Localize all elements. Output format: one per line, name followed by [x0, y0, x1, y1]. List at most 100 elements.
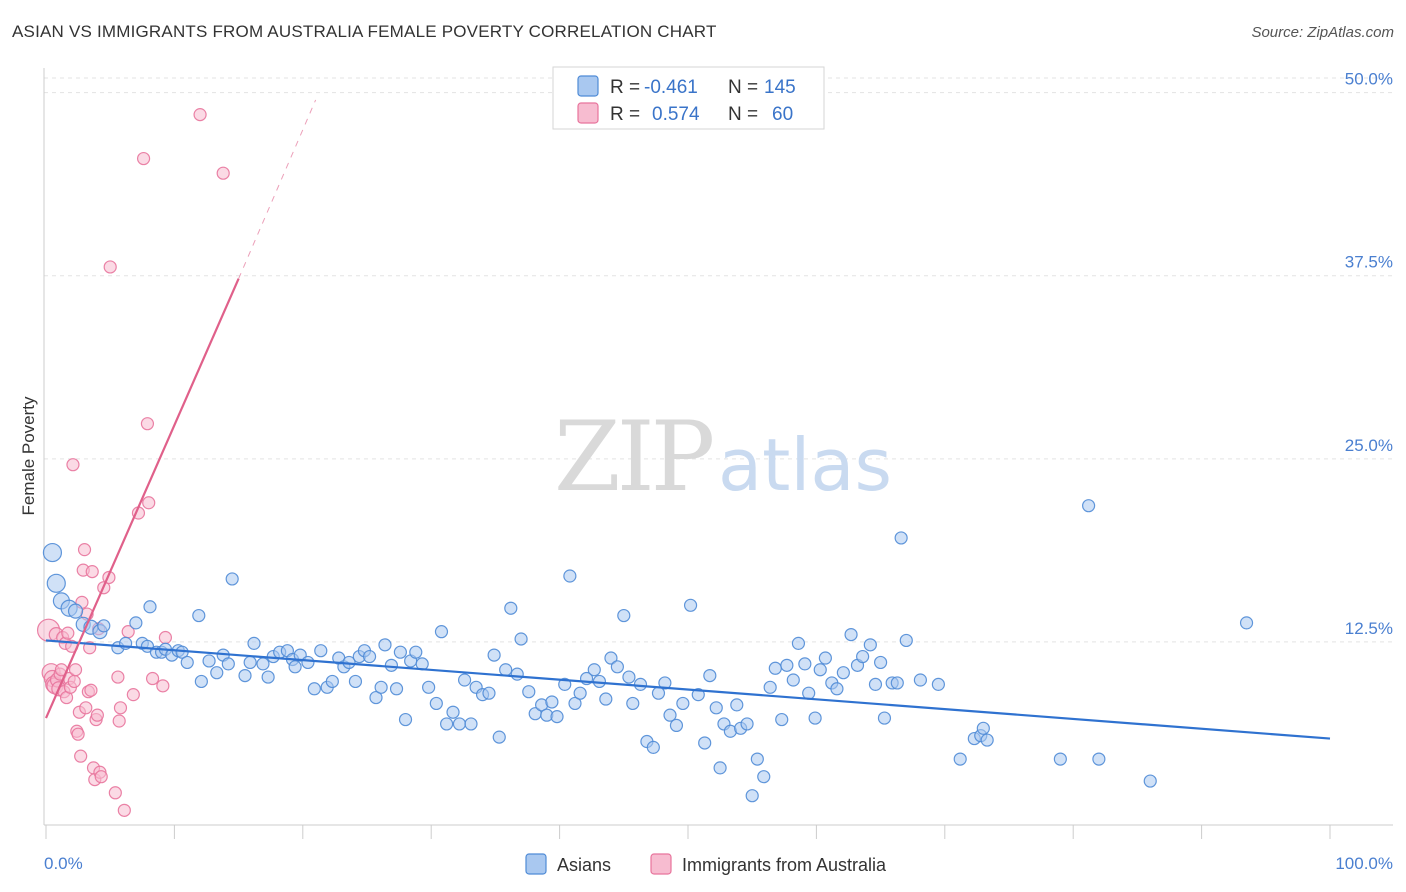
trend-line-australia-extension: [238, 99, 317, 279]
y-axis-title: Female Poverty: [19, 396, 38, 516]
asians-point: [42, 542, 63, 563]
asians-point: [877, 711, 892, 725]
asians-point: [225, 572, 239, 586]
asians-point: [67, 603, 84, 619]
asians-point: [301, 655, 315, 670]
asians-point: [622, 670, 636, 684]
asians-point: [899, 633, 913, 648]
asians-point: [830, 682, 844, 696]
asians-point: [913, 673, 928, 687]
x-tick-label-max: 100.0%: [1335, 854, 1393, 873]
watermark-atlas: atlas: [718, 423, 892, 507]
asians-point: [844, 627, 858, 642]
asians-point: [1143, 774, 1157, 788]
asians-point: [97, 619, 111, 633]
bottom-legend-swatch-asians[interactable]: [525, 853, 547, 875]
asians-point: [868, 677, 883, 691]
asians-point: [750, 752, 764, 766]
asians-point: [314, 644, 328, 658]
bottom-legend-label-australia[interactable]: Immigrants from Australia: [682, 855, 887, 875]
asians-point: [863, 638, 877, 652]
asians-point: [808, 711, 822, 725]
asians-point: [587, 663, 601, 677]
asians-point: [514, 632, 528, 646]
asians-point: [709, 701, 723, 715]
australia-point: [61, 626, 75, 640]
asians-point: [409, 645, 423, 659]
asians-point: [238, 668, 252, 683]
australia-point: [68, 663, 83, 677]
asians-point: [763, 680, 777, 694]
legend-n-value-asians: 145: [764, 77, 796, 98]
australia-point: [140, 417, 155, 431]
legend-r-label-asians: R =: [610, 77, 640, 98]
asians-point: [980, 733, 994, 747]
asians-point: [398, 712, 413, 727]
australia-point: [136, 151, 151, 166]
asians-point: [683, 598, 698, 612]
australia-point: [67, 674, 81, 689]
bottom-legend-label-asians[interactable]: Asians: [557, 855, 611, 875]
asians-point: [563, 569, 577, 583]
asians-point: [348, 674, 363, 689]
asians-point: [740, 717, 754, 731]
asians-point: [604, 651, 618, 665]
asians-point: [180, 655, 194, 670]
legend-r-value-australia: 0.574: [652, 104, 700, 125]
asians-point: [757, 770, 771, 784]
x-tick-label-min: 0.0%: [44, 854, 83, 873]
asians-point: [499, 663, 513, 677]
asians-point: [452, 717, 467, 731]
asians-point: [446, 705, 460, 719]
asians-point: [440, 717, 454, 731]
australia-point: [108, 786, 122, 800]
asians-point: [194, 674, 208, 689]
asians-point: [856, 649, 870, 664]
asians-point: [633, 677, 648, 691]
asians-point: [464, 717, 478, 731]
asians-point: [953, 752, 967, 766]
asians-point: [221, 657, 235, 671]
asians-point: [894, 531, 908, 545]
legend-r-value-asians: -0.461: [644, 77, 698, 98]
asians-point: [261, 670, 275, 684]
watermark-zip: ZIP: [554, 401, 713, 513]
asians-point: [1239, 616, 1254, 630]
asians-point: [389, 682, 404, 696]
asians-point: [422, 680, 436, 694]
australia-point: [113, 701, 128, 715]
asians-point: [818, 651, 832, 665]
australia-point: [117, 803, 131, 817]
asians-point: [836, 666, 850, 680]
asians-point: [775, 712, 789, 727]
y-tick-label: 25.0%: [1345, 436, 1393, 455]
stats-legend: R = -0.461 N = 145 R = 0.574 N = 60: [552, 66, 825, 130]
australia-point: [79, 701, 93, 715]
asians-point: [243, 655, 257, 670]
asians-point: [780, 658, 794, 672]
asians-point: [931, 677, 945, 691]
legend-n-value-australia: 60: [772, 104, 793, 125]
australia-point: [111, 670, 125, 684]
asians-point: [369, 690, 383, 705]
asians-point: [256, 657, 270, 671]
asians-point: [550, 710, 564, 724]
asians-point: [210, 666, 224, 680]
y-tick-labels: 12.5% 25.0% 37.5% 50.0%: [1345, 70, 1393, 638]
asians-point: [713, 761, 727, 775]
asians-point: [599, 692, 613, 706]
y-tick-label: 37.5%: [1345, 253, 1393, 272]
asians-point: [626, 696, 640, 711]
asians-point: [247, 636, 261, 650]
australia-point: [94, 770, 108, 784]
asians-point: [522, 685, 536, 699]
trend-lines: [44, 99, 1331, 740]
asians-point: [698, 736, 712, 750]
asians-point: [798, 657, 812, 671]
bottom-legend-swatch-australia[interactable]: [650, 853, 672, 875]
asians-point: [1092, 752, 1106, 766]
asians-point: [730, 698, 744, 712]
asians-point: [192, 608, 206, 623]
asians-point: [202, 654, 216, 668]
